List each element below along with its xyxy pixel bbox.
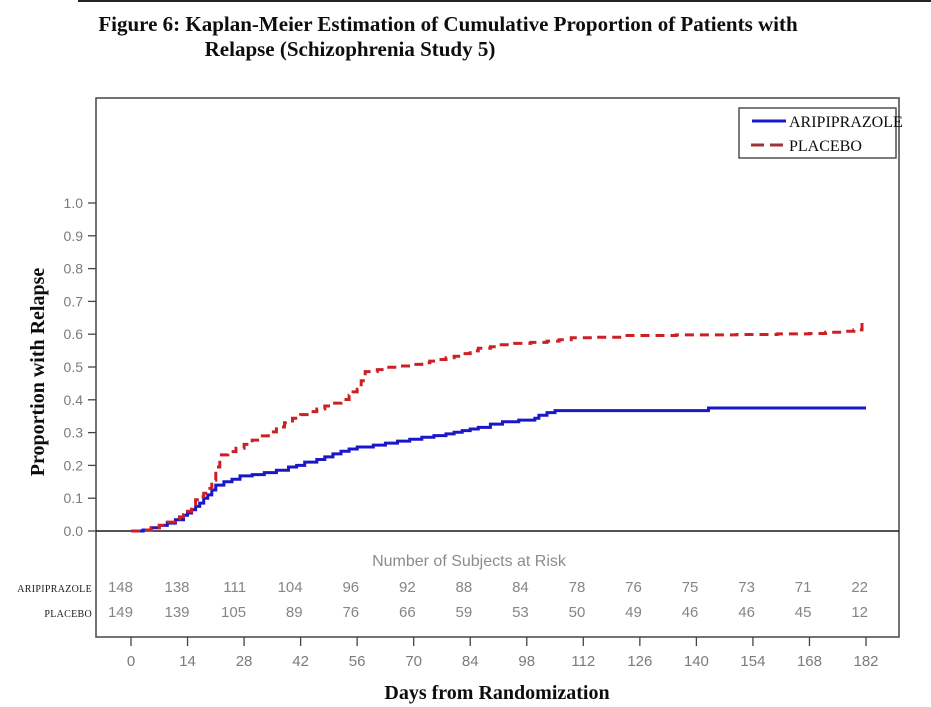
risk-row-label-aripiprazole: ARIPIPRAZOLE xyxy=(17,584,92,595)
risk-value: 138 xyxy=(165,579,190,596)
y-tick-label: 1.0 xyxy=(64,195,84,211)
x-axis-title: Days from Randomization xyxy=(384,682,609,704)
y-tick-label: 0.0 xyxy=(64,523,84,539)
legend-label-placebo: PLACEBO xyxy=(789,138,862,155)
risk-value: 22 xyxy=(851,579,868,596)
risk-value: 75 xyxy=(682,579,699,596)
risk-table-title: Number of Subjects at Risk xyxy=(372,553,567,570)
risk-value: 71 xyxy=(795,579,812,596)
risk-value: 59 xyxy=(456,604,473,621)
risk-value: 89 xyxy=(286,604,303,621)
x-tick-label: 126 xyxy=(627,653,652,670)
x-tick-label: 42 xyxy=(292,653,309,670)
x-tick-label: 84 xyxy=(462,653,479,670)
risk-value: 53 xyxy=(512,604,529,621)
x-tick-label: 112 xyxy=(571,653,595,670)
x-tick-label: 154 xyxy=(740,653,765,670)
x-axis-ticks: 0 14 28 42 56 70 84 98 112 126 140 154 168 182 xyxy=(127,637,879,670)
y-axis-ticks: 0.0 0.1 0.2 0.3 0.4 0.5 0.6 0.7 0.8 0.9 1.0 xyxy=(64,195,96,539)
legend: ARIPIPRAZOLE PLACEBO xyxy=(738,107,903,159)
risk-value: 84 xyxy=(512,579,529,596)
risk-value: 96 xyxy=(342,579,359,596)
y-tick-label: 0.9 xyxy=(64,228,84,244)
figure-title-line2: Relapse (Schizophrenia Study 5) xyxy=(205,37,496,61)
y-axis-title: Proportion with Relapse xyxy=(27,268,49,477)
page-edge-line xyxy=(78,0,931,2)
risk-value: 88 xyxy=(456,579,473,596)
legend-box xyxy=(738,107,897,159)
y-tick-label: 0.2 xyxy=(64,457,84,473)
figure-title-line1: Figure 6: Kaplan-Meier Estimation of Cum… xyxy=(98,12,798,36)
risk-value: 76 xyxy=(342,604,359,621)
risk-value: 76 xyxy=(625,579,642,596)
risk-values: 148 138 111 104 96 92 88 84 78 76 75 73 71 22 149 139 10… xyxy=(108,579,868,621)
x-tick-label: 0 xyxy=(127,653,135,670)
risk-value: 148 xyxy=(108,579,133,596)
x-tick-label: 28 xyxy=(236,653,253,670)
risk-value: 105 xyxy=(221,604,246,621)
risk-value: 92 xyxy=(399,579,416,596)
x-tick-label: 140 xyxy=(684,653,709,670)
x-tick-label: 70 xyxy=(405,653,422,670)
risk-value: 45 xyxy=(795,604,812,621)
y-tick-label: 0.8 xyxy=(64,261,84,277)
risk-value: 66 xyxy=(399,604,416,621)
x-tick-label: 168 xyxy=(797,653,822,670)
risk-value: 104 xyxy=(278,579,303,596)
aripiprazole-curve xyxy=(131,406,866,533)
risk-value: 73 xyxy=(738,579,755,596)
risk-value: 49 xyxy=(625,604,642,621)
risk-table: Number of Subjects at Risk ARIPIPRAZOLE … xyxy=(17,553,868,621)
risk-value: 12 xyxy=(851,604,868,621)
x-tick-label: 14 xyxy=(179,653,196,670)
y-tick-label: 0.4 xyxy=(64,392,84,408)
y-tick-label: 0.3 xyxy=(64,425,84,441)
risk-row-label-placebo: PLACEBO xyxy=(44,609,92,620)
y-tick-label: 0.6 xyxy=(64,326,84,342)
y-tick-label: 0.1 xyxy=(64,490,84,506)
y-tick-label: 0.5 xyxy=(64,359,84,375)
risk-value: 149 xyxy=(108,604,133,621)
risk-value: 139 xyxy=(165,604,190,621)
risk-value: 111 xyxy=(223,579,246,596)
y-tick-label: 0.7 xyxy=(64,293,84,309)
risk-value: 50 xyxy=(569,604,586,621)
legend-label-aripiprazole: ARIPIPRAZOLE xyxy=(789,114,903,131)
risk-value: 46 xyxy=(738,604,755,621)
risk-value: 46 xyxy=(682,604,699,621)
x-tick-label: 98 xyxy=(518,653,535,670)
risk-value: 78 xyxy=(569,579,586,596)
x-tick-label: 56 xyxy=(349,653,366,670)
x-tick-label: 182 xyxy=(853,653,878,670)
placebo-curve xyxy=(131,320,868,533)
